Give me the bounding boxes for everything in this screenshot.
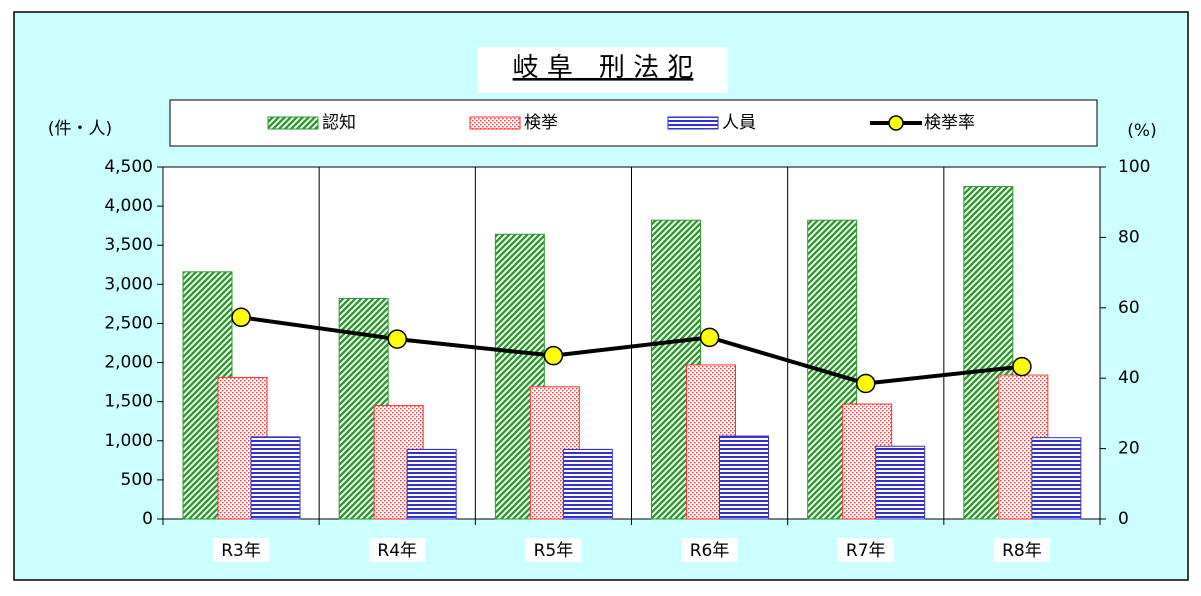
bar [719, 435, 769, 520]
legend-swatch [469, 116, 521, 130]
line-marker [387, 329, 407, 349]
y2-axis-label: (%) [1127, 121, 1156, 141]
x-label-box [213, 538, 270, 562]
y2-tick-label: 60 [1118, 298, 1140, 318]
legend-marker [888, 115, 904, 131]
chart-title: 岐 阜 刑 法 犯 [513, 53, 694, 83]
x-tick-label: R4年 [377, 541, 417, 561]
legend-swatch [667, 116, 719, 130]
line-marker [1012, 356, 1032, 377]
legend-label: 検挙 [524, 113, 558, 133]
line-marker [699, 327, 720, 348]
x-tick-label: R3年 [221, 541, 261, 561]
title-box [478, 47, 728, 93]
y-tick-label: 1,500 [104, 392, 153, 412]
y-tick-label: 3,500 [104, 235, 153, 255]
y-tick-label: 3,000 [104, 274, 153, 294]
y2-tick-label: 40 [1118, 368, 1140, 388]
x-label-box [837, 538, 894, 562]
line-marker [231, 307, 251, 328]
y2-tick-label: 100 [1118, 157, 1150, 177]
y-tick-label: 1,000 [104, 431, 153, 451]
legend-box [169, 99, 1098, 147]
bar [406, 448, 457, 520]
y-tick-label: 2,500 [104, 313, 153, 333]
y-tick-label: 2,000 [104, 353, 153, 373]
x-tick-label: R6年 [690, 541, 730, 561]
x-label-box [681, 538, 738, 562]
y2-tick-label: 80 [1118, 227, 1140, 247]
legend-label: 認知 [322, 113, 356, 133]
y-tick-label: 0 [142, 509, 153, 529]
line-marker [856, 373, 876, 394]
y-axis-label: (件・人) [48, 119, 112, 139]
line-series [240, 315, 1023, 386]
line-marker [543, 345, 564, 366]
bar [1031, 437, 1082, 520]
x-label-box [369, 538, 426, 562]
bar [250, 436, 301, 520]
legend-label: 検挙率 [924, 113, 975, 133]
y-tick-label: 500 [121, 470, 153, 490]
x-tick-label: R5年 [534, 541, 574, 561]
x-label-box [993, 538, 1050, 562]
y2-tick-label: 0 [1118, 509, 1129, 529]
y-tick-label: 4,500 [104, 157, 153, 177]
x-label-box [525, 538, 582, 562]
bar [875, 445, 926, 520]
legend-label: 人員 [722, 113, 756, 133]
legend-swatch [267, 116, 319, 130]
y2-tick-label: 20 [1118, 439, 1140, 459]
x-tick-label: R8年 [1002, 541, 1042, 561]
bar [562, 448, 613, 520]
x-tick-label: R7年 [846, 541, 886, 561]
y-tick-label: 4,000 [104, 196, 153, 216]
